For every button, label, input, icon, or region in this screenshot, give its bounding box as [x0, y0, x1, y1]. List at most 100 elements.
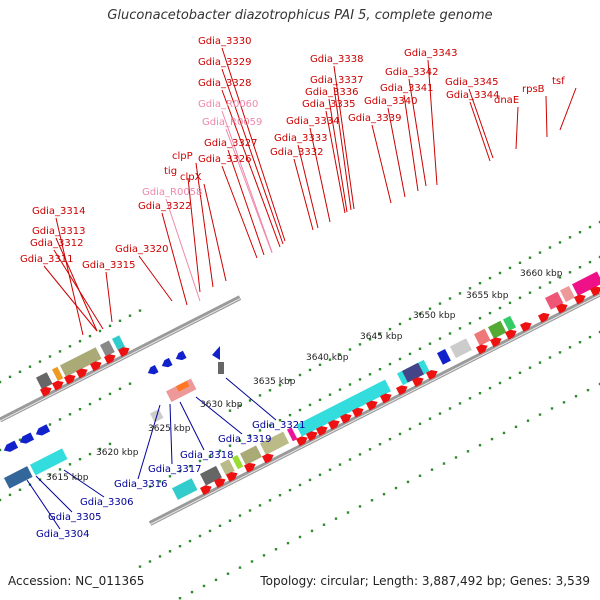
gene-block-body [437, 349, 451, 365]
scale-tick [478, 392, 482, 395]
scale-tick [478, 317, 482, 320]
scale-tick [288, 413, 292, 417]
gene-block-body [572, 271, 600, 296]
leader-line [187, 177, 201, 293]
gene-label: Gdia_3322 [138, 201, 191, 212]
gene-arrow-body [147, 364, 159, 375]
gene-arrow [19, 432, 35, 444]
gene-arrow [214, 478, 226, 488]
gene-block [474, 328, 491, 346]
scale-tick [568, 346, 572, 349]
leader-line [203, 183, 227, 282]
gene-arrow-body [244, 462, 256, 473]
scale-tick [398, 357, 402, 361]
scale-tick [78, 458, 82, 461]
scale-tick [478, 282, 482, 285]
gene-arrow-body [538, 312, 550, 323]
scale-label: 3635 kbp [253, 377, 296, 387]
scale-tick [268, 424, 272, 427]
scale-tick [478, 444, 482, 447]
scale-tick [558, 241, 562, 244]
gene-label: Gdia_3332 [270, 147, 323, 158]
scale-tick [108, 324, 112, 328]
scale-tick [88, 334, 92, 338]
scale-tick [442, 462, 446, 465]
gene-block [52, 366, 64, 382]
gene-label: Gdia_3321 [252, 420, 305, 431]
scale-tick [188, 539, 192, 543]
scale-tick [258, 504, 262, 507]
gene-label: Gdia_3333 [274, 133, 327, 144]
scale-tick [310, 529, 314, 533]
gene-block [220, 459, 235, 476]
gene-arrow [40, 386, 52, 397]
scale-tick [448, 297, 452, 300]
scale-tick [178, 470, 182, 473]
leader-line [515, 106, 519, 150]
scale-tick [278, 494, 282, 497]
scale-tick [578, 231, 582, 234]
gene-block-body [166, 378, 197, 403]
scale-tick [58, 468, 62, 471]
gene-arrow-body [340, 413, 352, 424]
scale-tick [368, 338, 372, 341]
gene-arrow-body [262, 453, 274, 464]
gene-block [450, 338, 472, 359]
gene-arrow [412, 377, 424, 388]
scale-tick [48, 355, 52, 358]
scale-tick [578, 341, 582, 344]
scale-tick [268, 499, 272, 502]
gene-arrow [352, 407, 364, 418]
gene-arrow [147, 364, 159, 375]
scale-tick [398, 432, 402, 436]
leader-line [545, 95, 548, 138]
scale-label: 3655 kbp [466, 291, 509, 301]
gene-arrow-body [316, 426, 328, 436]
gene-label: Gdia_3339 [348, 113, 401, 124]
scale-tick [274, 548, 278, 551]
gene-block-body [296, 379, 391, 437]
scale-tick [328, 468, 332, 471]
gene-label: Gdia_3313 [32, 226, 85, 237]
gene-block-body [112, 335, 126, 351]
scale-tick [88, 452, 92, 456]
scale-tick [430, 468, 434, 471]
scale-tick [578, 266, 582, 269]
scale-tick [358, 505, 362, 508]
gene-block [36, 372, 53, 390]
gene-arrow [380, 393, 392, 404]
leader-line [333, 86, 352, 211]
gene-label: Gdia_3317 [148, 464, 201, 475]
scale-tick [338, 388, 342, 391]
scale-tick [190, 590, 194, 594]
scale-tick [548, 356, 552, 359]
scale-tick [438, 412, 442, 415]
scale-tick [406, 480, 410, 484]
gene-block-body [100, 340, 115, 357]
gene-label: Gdia_3315 [82, 260, 135, 271]
scale-tick [558, 276, 562, 279]
gene-label: Gdia_3311 [20, 254, 73, 265]
gene-arrow-body [40, 386, 52, 397]
leader-line [468, 88, 494, 159]
gene-labels: Gdia_3330 Gdia_3329 Gdia_3328 Gdia_R0060 Gdi… [20, 36, 565, 540]
scale-tick [418, 474, 422, 477]
leader-line [165, 198, 201, 302]
gene-label: Gdia_3338 [310, 54, 363, 65]
backbone-highlight [149, 294, 600, 525]
gene-block-body [488, 320, 507, 339]
scale-tick [428, 307, 432, 310]
gene-block [572, 271, 600, 296]
scale-tick [18, 488, 22, 491]
scale-tick [328, 358, 332, 361]
scale-tick [502, 431, 506, 435]
scale-label: 3620 kbp [96, 448, 139, 458]
gene-arrow [262, 453, 274, 464]
scale-tick [278, 384, 282, 387]
backbone-line [148, 291, 600, 526]
scale-tick [58, 418, 62, 421]
gene-arrow [316, 426, 328, 436]
scale-tick [334, 517, 338, 520]
scale-tick [418, 312, 422, 315]
gene-arrow-body [226, 472, 238, 482]
